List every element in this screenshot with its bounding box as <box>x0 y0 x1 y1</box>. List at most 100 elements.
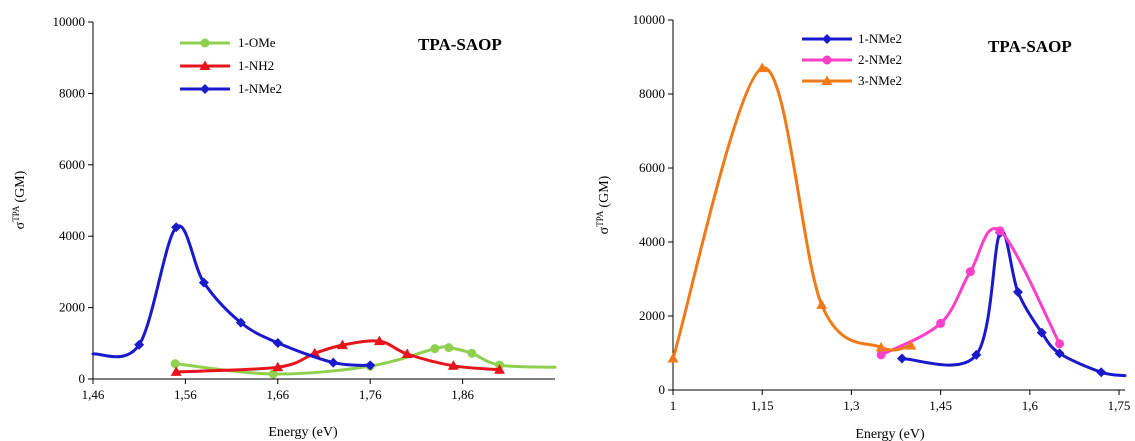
left-point-1-OMe <box>467 348 477 358</box>
right-point-3-NMe2 <box>667 353 679 363</box>
left-legend-label-1: 1-NH2 <box>238 58 274 73</box>
right-y-tick-label: 2000 <box>639 308 665 323</box>
left-x-tick-label: 1,56 <box>174 387 197 402</box>
left-point-1-NH2 <box>447 360 459 370</box>
right-legend-entry-1: 2-NMe2 <box>802 52 902 67</box>
left-point-1-NMe2 <box>171 222 182 233</box>
left-x-ticks: 1,46 1,56 1,66 1,76 1,86 <box>82 379 474 402</box>
left-legend-label-0: 1-OMe <box>238 35 276 50</box>
left-legend: 1-OMe 1-NH2 1-NMe2 <box>180 35 282 96</box>
left-y-label-symbol: σ <box>13 221 28 229</box>
right-series-line-1-NMe2 <box>900 229 1127 378</box>
left-point-1-OMe <box>444 343 454 353</box>
left-x-tick-label: 1,76 <box>359 387 382 402</box>
right-point-1-NMe2 <box>971 349 982 360</box>
left-point-1-NH2 <box>373 335 385 346</box>
right-x-ticks: 1 1,15 1,3 1,45 1,6 1,75 <box>670 390 1130 413</box>
right-point-1-NMe2 <box>896 353 907 364</box>
left-legend-entry-1: 1-NH2 <box>180 58 274 73</box>
right-y-label-unit: (GM) <box>597 175 612 207</box>
left-legend-label-2: 1-NMe2 <box>238 81 282 96</box>
left-x-tick-label: 1,86 <box>451 387 474 402</box>
right-y-axis-label: σTPA (GM) <box>595 175 612 234</box>
right-y-tick-label: 8000 <box>639 86 665 101</box>
right-x-tick-label: 1,6 <box>1022 398 1039 413</box>
right-chart-axes <box>672 20 1125 391</box>
right-x-tick-label: 1,3 <box>843 398 859 413</box>
right-chart: 0 2000 4000 6000 8000 10000 1 1,15 1,3 1,45 1,6 1,… <box>595 12 1130 441</box>
left-series-line-1-NMe2 <box>91 224 372 367</box>
left-y-tick-label: 10000 <box>53 14 86 29</box>
left-point-1-NH2 <box>401 348 413 359</box>
right-y-tick-label: 0 <box>659 382 666 397</box>
right-y-label-superscript: TPA <box>595 210 605 227</box>
right-series-line-3-NMe2 <box>671 66 913 361</box>
right-y-tick-label: 10000 <box>633 12 666 27</box>
right-legend-label-2: 3-NMe2 <box>858 73 902 88</box>
right-y-tick-label: 6000 <box>639 160 665 175</box>
left-y-label-unit: (GM) <box>13 170 28 202</box>
right-point-1-NMe2 <box>1096 367 1107 378</box>
right-legend-label-0: 1-NMe2 <box>858 31 902 46</box>
left-y-tick-label: 4000 <box>59 228 85 243</box>
right-x-tick-label: 1,45 <box>929 398 952 413</box>
right-series <box>667 62 1127 378</box>
left-legend-entry-0: 1-OMe <box>180 35 276 50</box>
left-point-1-NMe2 <box>272 337 283 348</box>
left-legend-marker-0 <box>200 38 210 48</box>
left-y-tick-label: 2000 <box>59 300 85 315</box>
right-point-2-NMe2 <box>876 350 886 360</box>
right-x-tick-label: 1,15 <box>751 398 774 413</box>
right-point-3-NMe2 <box>816 299 828 309</box>
left-legend-marker-2 <box>200 84 210 94</box>
left-point-1-NH2 <box>336 339 348 350</box>
left-point-1-OMe <box>268 369 278 379</box>
right-legend-entry-0: 1-NMe2 <box>802 31 902 46</box>
right-point-3-NMe2 <box>875 341 887 352</box>
right-point-2-NMe2 <box>936 318 946 328</box>
right-legend-label-1: 2-NMe2 <box>858 52 902 67</box>
right-point-1-NMe2 <box>1036 327 1047 338</box>
right-legend-marker-0 <box>822 34 832 44</box>
right-point-2-NMe2 <box>995 226 1005 236</box>
right-point-2-NMe2 <box>1055 339 1065 349</box>
right-legend: 1-NMe2 2-NMe2 3-NMe2 <box>802 31 902 88</box>
left-chart-title: TPA-SAOP <box>418 35 502 54</box>
right-legend-entry-2: 3-NMe2 <box>802 73 902 88</box>
left-point-1-NMe2 <box>235 317 246 328</box>
right-point-3-NMe2 <box>756 62 768 73</box>
right-point-1-NMe2 <box>1012 286 1023 297</box>
right-series-line-2-NMe2 <box>879 227 1062 357</box>
left-y-tick-label: 8000 <box>59 85 85 100</box>
right-x-tick-label: 1 <box>670 398 677 413</box>
right-point-2-NMe2 <box>965 267 975 277</box>
left-y-tick-label: 0 <box>79 371 86 386</box>
left-point-1-OMe <box>430 344 440 354</box>
right-x-axis-label: Energy (eV) <box>855 427 925 441</box>
left-legend-marker-1 <box>199 60 211 70</box>
right-point-3-NMe2 <box>905 340 917 350</box>
left-chart-axes <box>92 22 555 380</box>
left-point-1-NH2 <box>272 361 284 372</box>
left-x-axis-label: Energy (eV) <box>268 425 338 440</box>
left-point-1-NH2 <box>170 366 182 376</box>
right-point-1-NMe2 <box>1054 348 1065 359</box>
left-x-tick-label: 1,66 <box>266 387 289 402</box>
left-point-1-NH2 <box>494 364 506 374</box>
left-series <box>91 222 557 379</box>
left-point-1-NMe2 <box>198 277 209 288</box>
right-legend-marker-2 <box>821 75 833 85</box>
left-point-1-OMe <box>170 359 180 369</box>
left-point-1-NMe2 <box>328 357 339 368</box>
left-legend-entry-2: 1-NMe2 <box>180 81 282 96</box>
left-y-tick-label: 6000 <box>59 157 85 172</box>
right-y-tick-label: 4000 <box>639 234 665 249</box>
left-x-tick-label: 1,46 <box>82 387 105 402</box>
left-y-label-superscript: TPA <box>11 205 21 222</box>
right-legend-marker-1 <box>822 55 832 65</box>
right-chart-title: TPA-SAOP <box>988 37 1072 56</box>
left-y-ticks: 0 2000 4000 6000 8000 10000 <box>53 14 93 386</box>
right-y-ticks: 0 2000 4000 6000 8000 10000 <box>633 12 673 397</box>
